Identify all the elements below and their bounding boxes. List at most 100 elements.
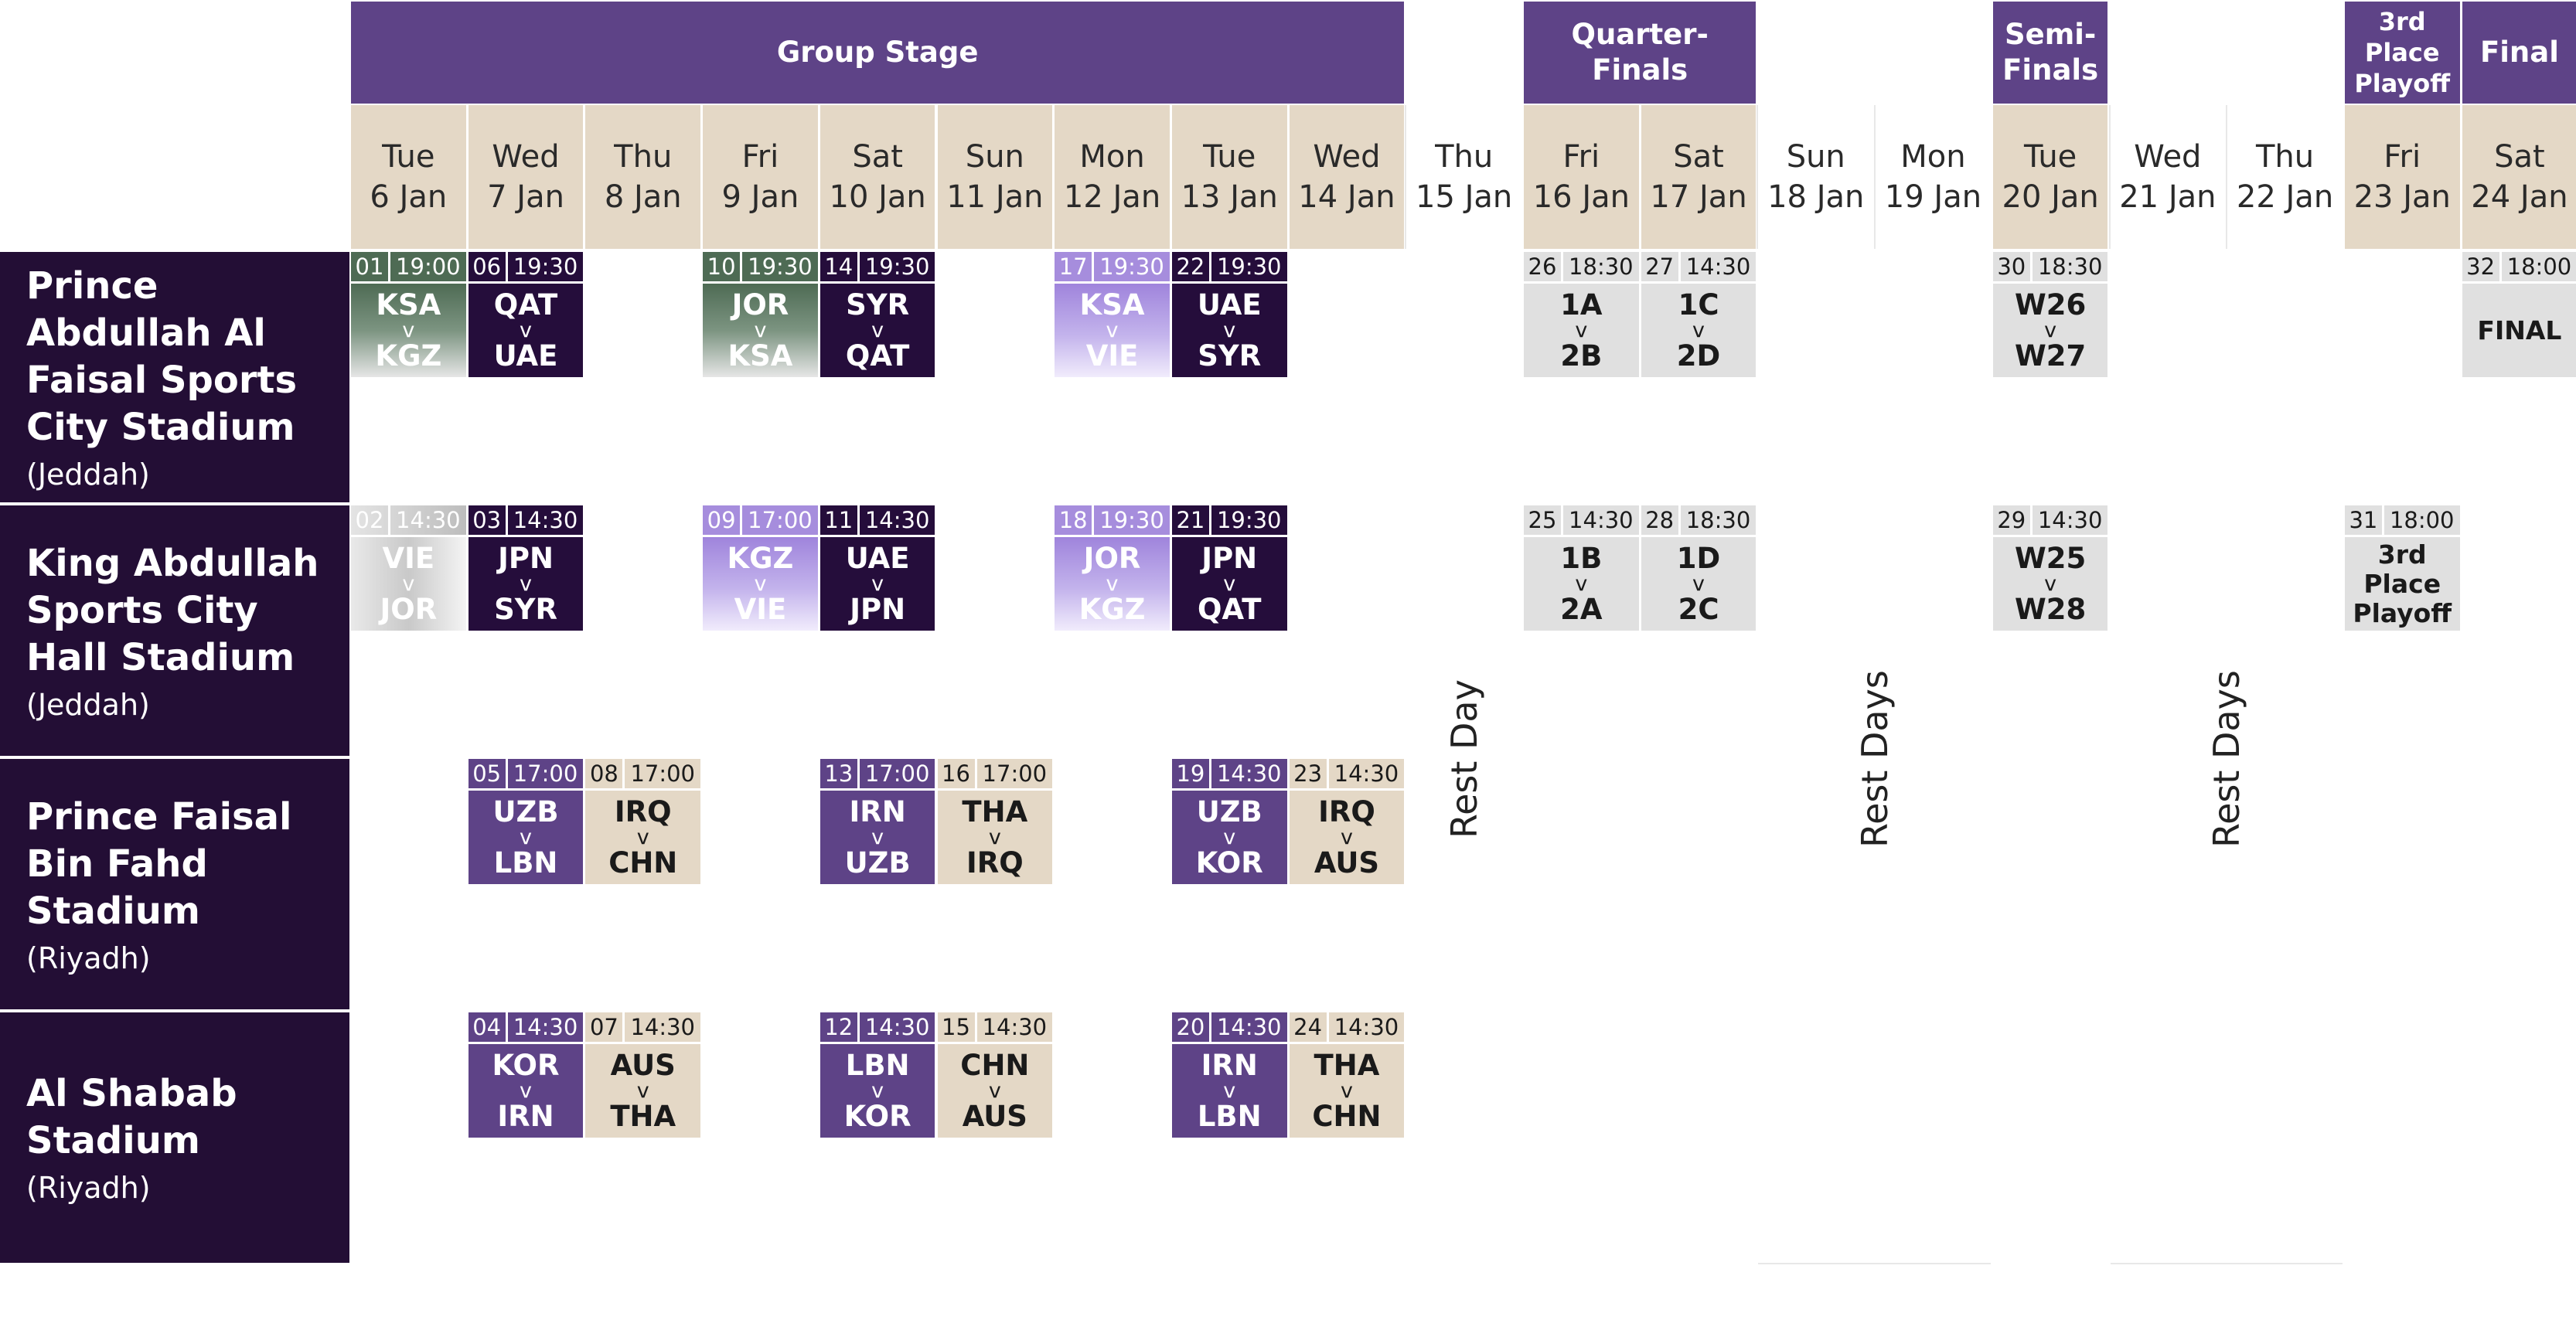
match-number: 28 xyxy=(1645,507,1675,533)
match-card[interactable]: 01 19:00 KSA v KGZ xyxy=(351,252,466,377)
match-number: 29 xyxy=(1997,507,2026,533)
match-card[interactable]: 21 19:30 JPN v QAT xyxy=(1171,505,1287,631)
match-card[interactable]: 29 14:30 W25 v W28 xyxy=(1992,505,2108,631)
home-team: W26 xyxy=(2014,287,2087,321)
home-team: KGZ xyxy=(727,541,794,575)
match-card[interactable]: 03 14:30 JPN v SYR xyxy=(468,505,584,631)
away-team: UZB xyxy=(844,845,911,879)
away-team: THA xyxy=(610,1099,676,1133)
match-time: 17:00 xyxy=(864,760,930,787)
match-time: 18:30 xyxy=(1685,507,1751,533)
match-card[interactable]: 09 17:00 KGZ v VIE xyxy=(703,505,818,631)
column-divider xyxy=(2108,105,2111,249)
match-card[interactable]: 04 14:30 KOR v IRN xyxy=(468,1012,584,1138)
match-time: 19:30 xyxy=(1099,507,1164,533)
match-number: 24 xyxy=(1293,1014,1323,1040)
home-team: 1D xyxy=(1676,541,1721,575)
match-card[interactable]: 25 14:30 1B v 2A xyxy=(1524,505,1639,631)
match-card[interactable]: 20 14:30 IRN v LBN xyxy=(1171,1012,1287,1138)
day-header: Thu 15 Jan xyxy=(1406,105,1521,249)
match-card[interactable]: 02 14:30 VIE v JOR xyxy=(351,505,466,631)
day-weekday: Sat xyxy=(1673,139,1724,175)
match-number: 02 xyxy=(355,507,384,533)
match-card[interactable]: 28 18:30 1D v 2C xyxy=(1641,505,1757,631)
match-card[interactable]: 05 17:00 UZB v LBN xyxy=(468,759,584,884)
match-card[interactable]: 23 14:30 IRQ v AUS xyxy=(1289,759,1405,884)
home-team: KOR xyxy=(492,1048,560,1082)
day-date: 10 Jan xyxy=(829,179,926,215)
match-body: W26 v W27 xyxy=(1992,284,2108,377)
match-label: 3rd Place Playoff xyxy=(2353,539,2452,628)
match-time: 18:30 xyxy=(2037,253,2103,280)
header-divider xyxy=(857,505,860,535)
match-card[interactable]: 18 19:30 JOR v KGZ xyxy=(1055,505,1170,631)
match-card[interactable]: 13 17:00 IRN v UZB xyxy=(819,759,935,884)
match-card[interactable]: 31 18:00 3rd Place Playoff xyxy=(2344,505,2460,631)
versus-mark: v xyxy=(2044,571,2057,596)
away-team: W27 xyxy=(2014,339,2087,373)
home-team: CHN xyxy=(960,1048,1030,1082)
match-card[interactable]: 14 19:30 SYR v QAT xyxy=(819,252,935,377)
match-card[interactable]: 24 14:30 THA v CHN xyxy=(1289,1012,1405,1138)
match-card[interactable]: 17 19:30 KSA v VIE xyxy=(1055,252,1170,377)
day-weekday: Mon xyxy=(1900,139,1966,175)
versus-mark: v xyxy=(871,1078,884,1103)
versus-mark: v xyxy=(1223,571,1236,596)
home-team: THA xyxy=(1314,1048,1380,1082)
match-card[interactable]: 27 14:30 1C v 2D xyxy=(1641,252,1757,377)
versus-mark: v xyxy=(871,571,884,596)
match-number: 11 xyxy=(824,507,854,533)
match-number: 26 xyxy=(1528,253,1557,280)
versus-mark: v xyxy=(1575,318,1588,342)
header-divider xyxy=(2499,252,2502,281)
match-card[interactable]: 10 19:30 JOR v KSA xyxy=(703,252,818,377)
match-header: 25 14:30 xyxy=(1524,505,1639,535)
match-header: 06 19:30 xyxy=(468,252,584,281)
match-header: 18 19:30 xyxy=(1055,505,1170,535)
match-header: 22 19:30 xyxy=(1171,252,1287,281)
header-divider xyxy=(505,505,508,535)
header-divider xyxy=(1208,252,1211,281)
away-team: CHN xyxy=(1312,1099,1382,1133)
match-time: 19:30 xyxy=(1216,253,1282,280)
match-card[interactable]: 32 18:00 FINAL xyxy=(2462,252,2576,377)
versus-mark: v xyxy=(1106,571,1119,596)
match-card[interactable]: 26 18:30 1A v 2B xyxy=(1524,252,1639,377)
match-card[interactable]: 22 19:30 UAE v SYR xyxy=(1171,252,1287,377)
match-card[interactable]: 11 14:30 UAE v JPN xyxy=(819,505,935,631)
versus-mark: v xyxy=(1223,825,1236,849)
match-card[interactable]: 15 14:30 CHN v AUS xyxy=(937,1012,1053,1138)
match-body: IRN v UZB xyxy=(819,791,935,884)
match-card[interactable]: 30 18:30 W26 v W27 xyxy=(1992,252,2108,377)
away-team: LBN xyxy=(1197,1099,1262,1133)
match-number: 31 xyxy=(2349,507,2378,533)
venue-label: Prince Abdullah Al Faisal Sports City St… xyxy=(0,252,349,502)
match-body: 1B v 2A xyxy=(1524,537,1639,631)
header-divider xyxy=(857,1012,860,1042)
rest-day-label: Rest Day xyxy=(1406,252,1521,1266)
header-divider xyxy=(1561,505,1563,535)
home-team: JOR xyxy=(1083,541,1141,575)
match-header: 02 14:30 xyxy=(351,505,466,535)
match-body: IRQ v AUS xyxy=(1289,791,1405,884)
match-time: 19:00 xyxy=(396,253,461,280)
header-divider xyxy=(1092,252,1095,281)
home-team: JPN xyxy=(498,541,554,575)
match-card[interactable]: 16 17:00 THA v IRQ xyxy=(937,759,1053,884)
match-card[interactable]: 19 14:30 UZB v KOR xyxy=(1171,759,1287,884)
match-body: JOR v KSA xyxy=(703,284,818,377)
versus-mark: v xyxy=(1575,571,1588,596)
day-date: 8 Jan xyxy=(604,179,682,215)
match-card[interactable]: 12 14:30 LBN v KOR xyxy=(819,1012,935,1138)
day-header: Sun 11 Jan xyxy=(937,105,1053,249)
match-card[interactable]: 07 14:30 AUS v THA xyxy=(585,1012,701,1138)
day-date: 15 Jan xyxy=(1416,179,1513,215)
versus-mark: v xyxy=(1106,318,1119,342)
away-team: JOR xyxy=(380,592,438,626)
match-number: 22 xyxy=(1176,253,1205,280)
rest-day-text: Rest Days xyxy=(2205,670,2247,848)
match-time: 19:30 xyxy=(864,253,930,280)
match-card[interactable]: 06 19:30 QAT v UAE xyxy=(468,252,584,377)
match-card[interactable]: 08 17:00 IRQ v CHN xyxy=(585,759,701,884)
